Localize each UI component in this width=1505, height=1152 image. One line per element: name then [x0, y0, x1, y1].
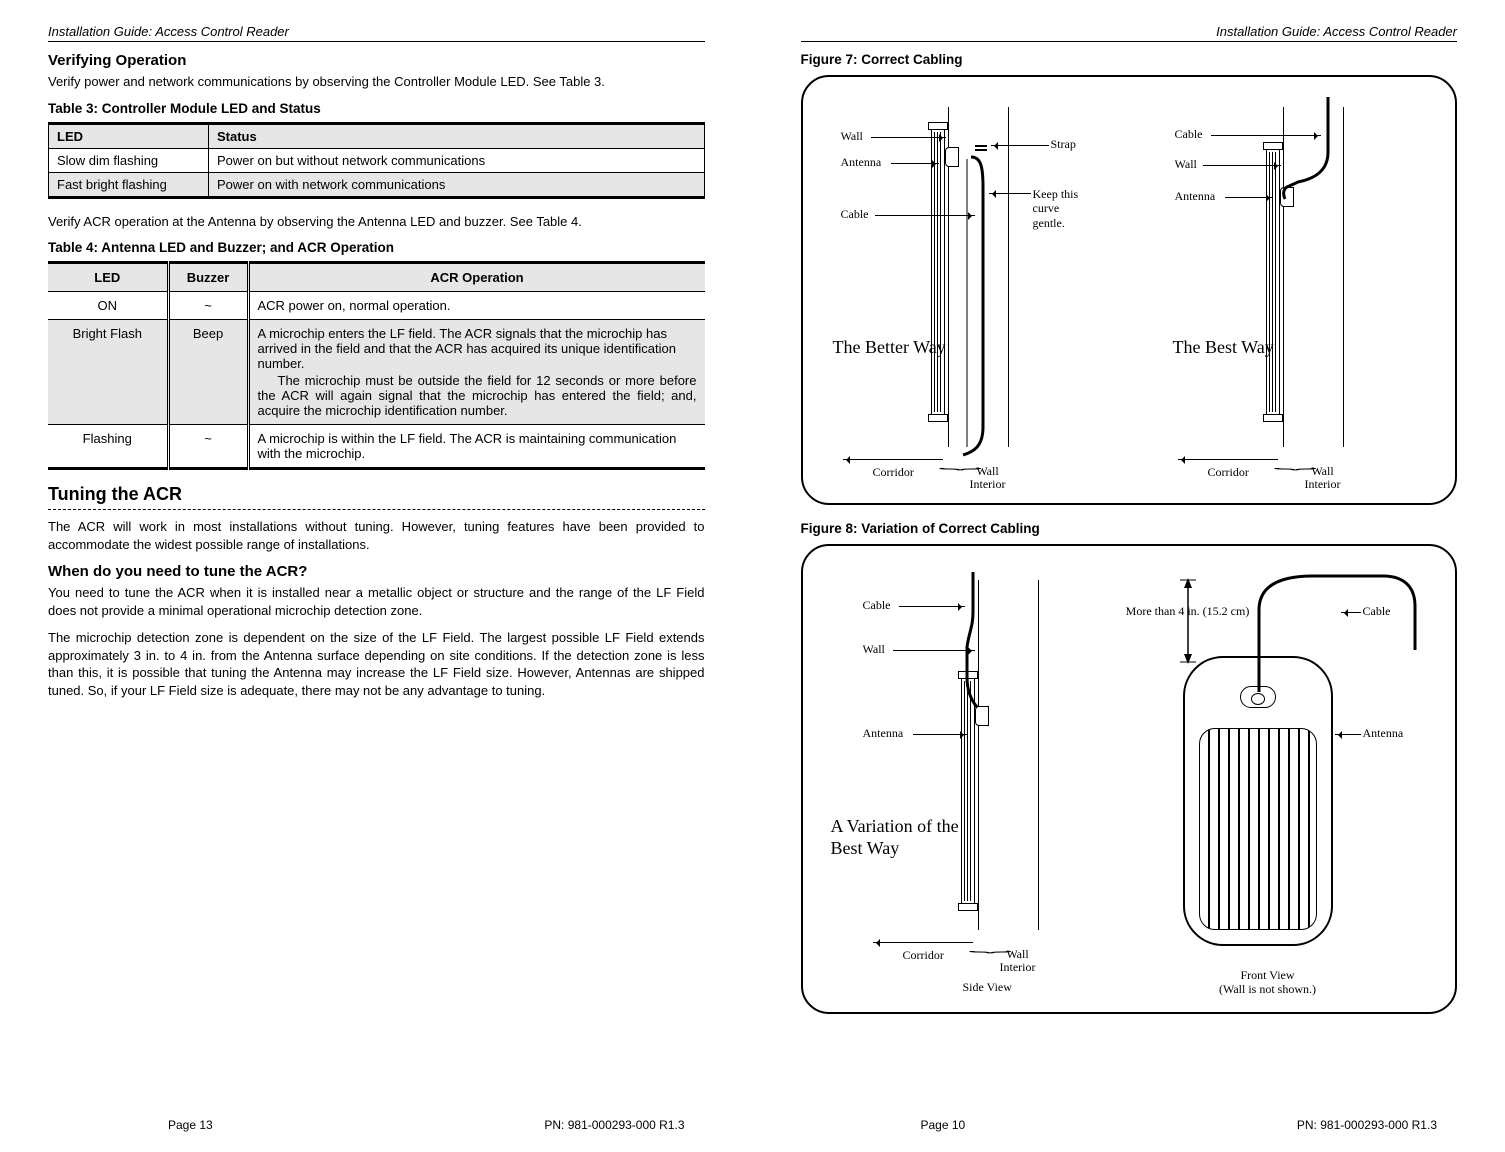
verify-title: Verifying Operation	[48, 52, 705, 69]
lead-antenna-r	[1225, 197, 1273, 198]
page-right: Installation Guide: Access Control Reade…	[753, 0, 1505, 1152]
verify-body: Verify power and network communications …	[48, 73, 705, 91]
lead-corridor-r	[1178, 459, 1278, 460]
lead-keep	[989, 193, 1031, 194]
t3-h2: Status	[209, 123, 705, 148]
footer-page-left: Page 13	[168, 1118, 213, 1132]
lbl-keep: Keep this curve gentle.	[1033, 187, 1093, 230]
lead8-cable	[899, 606, 965, 607]
lbl8-frontview: Front View (Wall is not shown.)	[1203, 968, 1333, 997]
lbl-wall-r: Wall	[1175, 157, 1197, 172]
lbl-corridor-r: Corridor	[1208, 465, 1249, 480]
lbl-best: The Best Way	[1173, 337, 1274, 358]
lbl-wallint-l: Wall Interior	[963, 465, 1013, 491]
t4-r1c3: ACR power on, normal operation.	[248, 292, 705, 320]
lead-antenna	[891, 163, 939, 164]
t4-r2c3: A microchip enters the LF field. The ACR…	[248, 320, 705, 425]
content-right: Figure 7: Correct Cabling Wall Antenna C…	[801, 52, 1458, 1110]
t4-r1c2: ~	[168, 292, 248, 320]
lbl8-antenna-front: Antenna	[1363, 726, 1404, 741]
t4-r3c3: A microchip is within the LF field. The …	[248, 425, 705, 469]
t4-r2c2: Beep	[168, 320, 248, 425]
fig7-caption: Figure 7: Correct Cabling	[801, 52, 1458, 67]
lbl-wall: Wall	[841, 129, 863, 144]
lead8-antenna	[913, 734, 967, 735]
t4-r2p2: The microchip must be outside the field …	[258, 373, 697, 418]
lead-cable	[875, 215, 975, 216]
lbl8-variation: A Variation of the Best Way	[831, 816, 961, 859]
lead-cable-r	[1211, 135, 1321, 136]
lead8-cable-front	[1341, 612, 1361, 613]
tuning-title: Tuning the ACR	[48, 484, 705, 505]
table3-caption: Table 3: Controller Module LED and Statu…	[48, 101, 705, 116]
tuning-rule	[48, 509, 705, 510]
lbl-cable: Cable	[841, 207, 869, 222]
figure8: Cable Wall Antenna A Variation of the Be…	[801, 544, 1458, 1014]
lead-wall	[871, 137, 946, 138]
lbl-strap: Strap	[1051, 137, 1076, 152]
t4-r3c1: Flashing	[48, 425, 168, 469]
t3-r1c2: Power on but without network communicati…	[209, 148, 705, 172]
t3-r1c1: Slow dim flashing	[49, 148, 209, 172]
t4-h3: ACR Operation	[248, 263, 705, 292]
lbl8-cable-front: Cable	[1363, 604, 1391, 619]
lead-corridor-l	[843, 459, 943, 460]
t4-h1: LED	[48, 263, 168, 292]
when-title: When do you need to tune the ACR?	[48, 563, 705, 580]
header-right: Installation Guide: Access Control Reade…	[801, 24, 1458, 42]
lbl8-wallint: Wall Interior	[993, 948, 1043, 974]
t4-r2c1: Bright Flash	[48, 320, 168, 425]
f7-antenna-left	[931, 127, 945, 417]
f8-cable-front	[1243, 570, 1423, 700]
t4-r2p1: A microchip enters the LF field. The ACR…	[258, 326, 676, 371]
lbl8-sideview: Side View	[963, 980, 1012, 995]
t4-r3c2: ~	[168, 425, 248, 469]
footer-page-right: Page 10	[921, 1118, 966, 1132]
when-p2: The microchip detection zone is dependen…	[48, 629, 705, 699]
t3-r2c2: Power on with network communications	[209, 172, 705, 197]
lbl8-cable: Cable	[863, 598, 891, 613]
lbl8-antenna: Antenna	[863, 726, 904, 741]
figure7: Wall Antenna Cable Strap Keep this curve…	[801, 75, 1458, 505]
dim-arrow	[1178, 576, 1198, 666]
lbl-wallint-r: Wall Interior	[1298, 465, 1348, 491]
lbl-corridor-l: Corridor	[873, 465, 914, 480]
lead8-antenna-front	[1335, 734, 1361, 735]
t3-r2c1: Fast bright flashing	[49, 172, 209, 197]
fig8-caption: Figure 8: Variation of Correct Cabling	[801, 521, 1458, 536]
f7-cable-left	[953, 117, 1023, 457]
when-p1: You need to tune the ACR when it is inst…	[48, 584, 705, 619]
footer-right: Page 10 PN: 981-000293-000 R1.3	[801, 1110, 1458, 1132]
lbl-antenna: Antenna	[841, 155, 882, 170]
footer-pn-left: PN: 981-000293-000 R1.3	[544, 1118, 684, 1132]
lbl8-corridor: Corridor	[903, 948, 944, 963]
header-left: Installation Guide: Access Control Reade…	[48, 24, 705, 42]
f7-cable-right	[1273, 97, 1353, 217]
t4-h2: Buzzer	[168, 263, 248, 292]
page-left: Installation Guide: Access Control Reade…	[0, 0, 753, 1152]
verify-acr: Verify ACR operation at the Antenna by o…	[48, 213, 705, 231]
lbl8-wall: Wall	[863, 642, 885, 657]
t4-r1c1: ON	[48, 292, 168, 320]
lead-strap	[991, 145, 1049, 146]
f8-front-ridges	[1199, 728, 1317, 930]
tuning-p1: The ACR will work in most installations …	[48, 518, 705, 553]
table3: LED Status Slow dim flashing Power on bu…	[48, 122, 705, 199]
lbl-cable-r: Cable	[1175, 127, 1203, 142]
table4-caption: Table 4: Antenna LED and Buzzer; and ACR…	[48, 240, 705, 255]
footer-left: Page 13 PN: 981-000293-000 R1.3	[48, 1110, 705, 1132]
lead-wall-r	[1203, 165, 1281, 166]
content-left: Verifying Operation Verify power and net…	[48, 52, 705, 1110]
footer-pn-right: PN: 981-000293-000 R1.3	[1297, 1118, 1437, 1132]
lead8-corridor	[873, 942, 973, 943]
lbl-antenna-r: Antenna	[1175, 189, 1216, 204]
lead8-wall	[893, 650, 975, 651]
lbl-better: The Better Way	[833, 337, 946, 358]
f7-strap	[975, 145, 987, 151]
t3-h1: LED	[49, 123, 209, 148]
table4: LED Buzzer ACR Operation ON ~ ACR power …	[48, 261, 705, 470]
